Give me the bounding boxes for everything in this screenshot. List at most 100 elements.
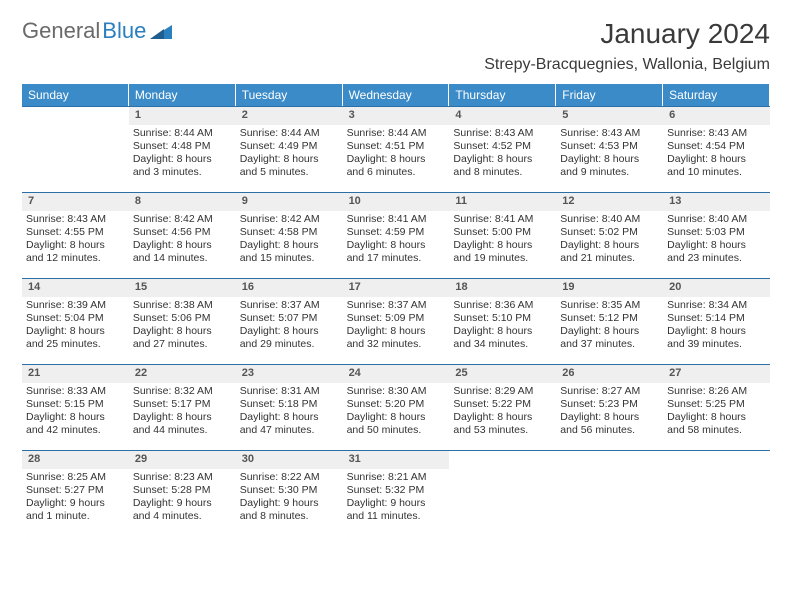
day-number: 30 (236, 451, 343, 469)
sunset-text: Sunset: 4:48 PM (133, 140, 232, 153)
cell-body: Sunrise: 8:37 AMSunset: 5:07 PMDaylight:… (236, 297, 343, 356)
day-number: 28 (22, 451, 129, 469)
daylight-text: Daylight: 8 hours and 5 minutes. (240, 153, 339, 179)
calendar-cell: 30Sunrise: 8:22 AMSunset: 5:30 PMDayligh… (236, 450, 343, 536)
sunset-text: Sunset: 4:58 PM (240, 226, 339, 239)
header: GeneralBlue January 2024 Strepy-Bracqueg… (22, 18, 770, 74)
cell-body: Sunrise: 8:41 AMSunset: 4:59 PMDaylight:… (343, 211, 450, 270)
sunset-text: Sunset: 5:04 PM (26, 312, 125, 325)
day-number: 4 (449, 107, 556, 125)
sunrise-text: Sunrise: 8:21 AM (347, 471, 446, 484)
daylight-text: Daylight: 8 hours and 19 minutes. (453, 239, 552, 265)
sunset-text: Sunset: 5:06 PM (133, 312, 232, 325)
day-number: 25 (449, 365, 556, 383)
sunset-text: Sunset: 5:28 PM (133, 484, 232, 497)
calendar-cell (663, 450, 770, 536)
sunset-text: Sunset: 5:20 PM (347, 398, 446, 411)
sunrise-text: Sunrise: 8:40 AM (560, 213, 659, 226)
calendar-cell: 17Sunrise: 8:37 AMSunset: 5:09 PMDayligh… (343, 278, 450, 364)
daylight-text: Daylight: 8 hours and 27 minutes. (133, 325, 232, 351)
calendar-cell: 5Sunrise: 8:43 AMSunset: 4:53 PMDaylight… (556, 106, 663, 192)
cell-body: Sunrise: 8:40 AMSunset: 5:02 PMDaylight:… (556, 211, 663, 270)
sunrise-text: Sunrise: 8:41 AM (347, 213, 446, 226)
sunset-text: Sunset: 5:25 PM (667, 398, 766, 411)
cell-body: Sunrise: 8:36 AMSunset: 5:10 PMDaylight:… (449, 297, 556, 356)
calendar-cell: 22Sunrise: 8:32 AMSunset: 5:17 PMDayligh… (129, 364, 236, 450)
calendar-cell: 13Sunrise: 8:40 AMSunset: 5:03 PMDayligh… (663, 192, 770, 278)
day-number: 5 (556, 107, 663, 125)
cell-body: Sunrise: 8:38 AMSunset: 5:06 PMDaylight:… (129, 297, 236, 356)
sunrise-text: Sunrise: 8:43 AM (453, 127, 552, 140)
cell-body: Sunrise: 8:43 AMSunset: 4:52 PMDaylight:… (449, 125, 556, 184)
calendar-cell: 20Sunrise: 8:34 AMSunset: 5:14 PMDayligh… (663, 278, 770, 364)
sunrise-text: Sunrise: 8:41 AM (453, 213, 552, 226)
daylight-text: Daylight: 8 hours and 39 minutes. (667, 325, 766, 351)
sunset-text: Sunset: 5:17 PM (133, 398, 232, 411)
sunset-text: Sunset: 5:18 PM (240, 398, 339, 411)
calendar-cell: 27Sunrise: 8:26 AMSunset: 5:25 PMDayligh… (663, 364, 770, 450)
daylight-text: Daylight: 8 hours and 44 minutes. (133, 411, 232, 437)
daylight-text: Daylight: 8 hours and 21 minutes. (560, 239, 659, 265)
daylight-text: Daylight: 8 hours and 47 minutes. (240, 411, 339, 437)
sunrise-text: Sunrise: 8:23 AM (133, 471, 232, 484)
daylight-text: Daylight: 8 hours and 17 minutes. (347, 239, 446, 265)
daylight-text: Daylight: 8 hours and 29 minutes. (240, 325, 339, 351)
sunset-text: Sunset: 5:22 PM (453, 398, 552, 411)
daylight-text: Daylight: 8 hours and 50 minutes. (347, 411, 446, 437)
daylight-text: Daylight: 8 hours and 34 minutes. (453, 325, 552, 351)
daylight-text: Daylight: 8 hours and 12 minutes. (26, 239, 125, 265)
cell-body: Sunrise: 8:25 AMSunset: 5:27 PMDaylight:… (22, 469, 129, 528)
cell-body: Sunrise: 8:42 AMSunset: 4:56 PMDaylight:… (129, 211, 236, 270)
cell-body: Sunrise: 8:42 AMSunset: 4:58 PMDaylight:… (236, 211, 343, 270)
day-number: 29 (129, 451, 236, 469)
cell-body (22, 125, 129, 131)
sunset-text: Sunset: 4:51 PM (347, 140, 446, 153)
cell-body: Sunrise: 8:40 AMSunset: 5:03 PMDaylight:… (663, 211, 770, 270)
sunset-text: Sunset: 5:32 PM (347, 484, 446, 497)
day-number: 19 (556, 279, 663, 297)
daylight-text: Daylight: 9 hours and 1 minute. (26, 497, 125, 523)
sunrise-text: Sunrise: 8:44 AM (240, 127, 339, 140)
sunrise-text: Sunrise: 8:25 AM (26, 471, 125, 484)
title-block: January 2024 Strepy-Bracquegnies, Wallon… (484, 18, 770, 74)
brand-logo: GeneralBlue (22, 18, 172, 44)
brand-text-1: General (22, 18, 100, 44)
cell-body (663, 469, 770, 475)
cell-body: Sunrise: 8:32 AMSunset: 5:17 PMDaylight:… (129, 383, 236, 442)
calendar-cell: 3Sunrise: 8:44 AMSunset: 4:51 PMDaylight… (343, 106, 450, 192)
sunrise-text: Sunrise: 8:35 AM (560, 299, 659, 312)
daylight-text: Daylight: 8 hours and 15 minutes. (240, 239, 339, 265)
daylight-text: Daylight: 9 hours and 4 minutes. (133, 497, 232, 523)
calendar-cell (556, 450, 663, 536)
sunrise-text: Sunrise: 8:44 AM (347, 127, 446, 140)
sunrise-text: Sunrise: 8:33 AM (26, 385, 125, 398)
weekday-header: Monday (129, 84, 236, 106)
weekday-header: Wednesday (343, 84, 450, 106)
daylight-text: Daylight: 8 hours and 32 minutes. (347, 325, 446, 351)
daylight-text: Daylight: 8 hours and 37 minutes. (560, 325, 659, 351)
cell-body: Sunrise: 8:22 AMSunset: 5:30 PMDaylight:… (236, 469, 343, 528)
calendar-cell: 15Sunrise: 8:38 AMSunset: 5:06 PMDayligh… (129, 278, 236, 364)
day-number: 16 (236, 279, 343, 297)
calendar-grid: SundayMondayTuesdayWednesdayThursdayFrid… (22, 84, 770, 536)
daylight-text: Daylight: 8 hours and 23 minutes. (667, 239, 766, 265)
cell-body: Sunrise: 8:44 AMSunset: 4:49 PMDaylight:… (236, 125, 343, 184)
calendar-cell: 6Sunrise: 8:43 AMSunset: 4:54 PMDaylight… (663, 106, 770, 192)
cell-body: Sunrise: 8:44 AMSunset: 4:48 PMDaylight:… (129, 125, 236, 184)
sunrise-text: Sunrise: 8:31 AM (240, 385, 339, 398)
cell-body: Sunrise: 8:30 AMSunset: 5:20 PMDaylight:… (343, 383, 450, 442)
day-number: 9 (236, 193, 343, 211)
daylight-text: Daylight: 8 hours and 9 minutes. (560, 153, 659, 179)
calendar-cell: 1Sunrise: 8:44 AMSunset: 4:48 PMDaylight… (129, 106, 236, 192)
sunset-text: Sunset: 4:52 PM (453, 140, 552, 153)
cell-body: Sunrise: 8:26 AMSunset: 5:25 PMDaylight:… (663, 383, 770, 442)
weekday-header: Thursday (449, 84, 556, 106)
cell-body: Sunrise: 8:35 AMSunset: 5:12 PMDaylight:… (556, 297, 663, 356)
sunrise-text: Sunrise: 8:27 AM (560, 385, 659, 398)
sunrise-text: Sunrise: 8:29 AM (453, 385, 552, 398)
sunrise-text: Sunrise: 8:22 AM (240, 471, 339, 484)
daylight-text: Daylight: 8 hours and 56 minutes. (560, 411, 659, 437)
calendar-cell: 12Sunrise: 8:40 AMSunset: 5:02 PMDayligh… (556, 192, 663, 278)
calendar-cell (449, 450, 556, 536)
calendar-cell: 21Sunrise: 8:33 AMSunset: 5:15 PMDayligh… (22, 364, 129, 450)
